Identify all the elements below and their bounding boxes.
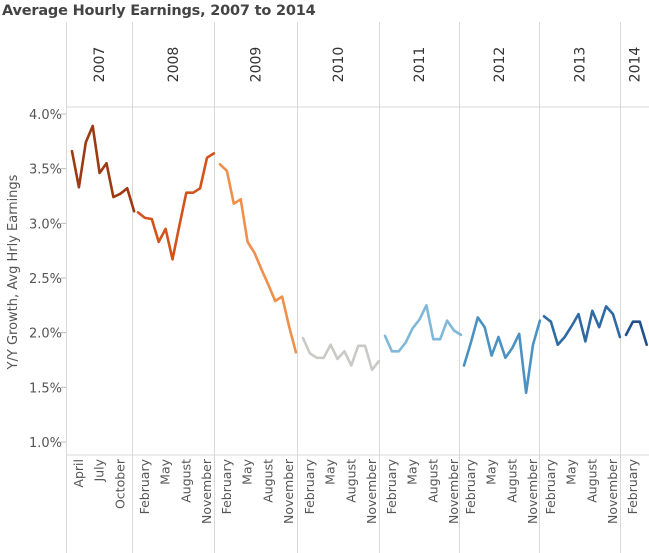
x-tick-label: February [463, 458, 478, 514]
x-tick-label: July [92, 458, 107, 482]
year-header-2014: 2014 [628, 47, 644, 83]
chart-title: Average Hourly Earnings, 2007 to 2014 [2, 3, 316, 19]
panel-borders [66, 22, 649, 553]
year-headers: 2007 2008 2009 2010 2011 2012 2013 2014 [92, 47, 644, 83]
y-tick-label: 2.5% [29, 272, 62, 287]
x-tick-label: August [504, 459, 519, 503]
series-line-2007 [70, 124, 136, 213]
x-tick-label: November [525, 458, 540, 524]
x-tick-label: February [219, 458, 234, 514]
x-tick-label: April [71, 459, 86, 488]
x-tick-label: February [543, 458, 558, 514]
series-line-2010 [301, 336, 381, 372]
x-tick-label: October [112, 458, 127, 509]
series-line-2014 [624, 320, 649, 347]
x-tick-label: November [446, 458, 461, 524]
y-tick-label: 3.5% [29, 163, 62, 178]
x-tick-label: August [425, 459, 440, 503]
x-tick-label: August [584, 459, 599, 503]
x-tick-label: February [137, 458, 152, 514]
series-line-2011 [383, 303, 463, 353]
y-tick-label: 4.0% [29, 108, 62, 123]
year-header-2007: 2007 [92, 47, 108, 83]
series-line-2012 [462, 316, 542, 395]
y-tick-label: 3.0% [29, 217, 62, 232]
x-tick-label: August [260, 459, 275, 503]
x-tick-label: May [323, 458, 338, 484]
x-tick-label: May [564, 458, 579, 484]
year-header-2010: 2010 [331, 47, 347, 83]
x-tick-label: November [605, 458, 620, 524]
year-header-2008: 2008 [166, 47, 182, 83]
x-tick-label: February [625, 458, 640, 514]
series-line-2013 [542, 305, 622, 347]
series-lines [70, 124, 649, 395]
x-tick-label: November [199, 458, 214, 524]
x-tick-label: May [405, 458, 420, 484]
x-tick-label: November [281, 458, 296, 524]
x-axis: April July October February May August Novembe… [71, 458, 640, 524]
year-header-2013: 2013 [573, 47, 589, 83]
series-line-2008 [136, 152, 216, 261]
x-tick-label: May [240, 458, 255, 484]
x-tick-label: May [158, 458, 173, 484]
x-tick-label: May [484, 458, 499, 484]
y-tick-label: 2.0% [29, 327, 62, 342]
y-axis-title: Y/Y Growth, Avg Hrly Earnings [6, 174, 21, 370]
series-line-2009 [218, 163, 298, 354]
y-tick-label: 1.0% [29, 436, 62, 451]
year-header-2011: 2011 [412, 47, 428, 83]
x-tick-label: February [384, 458, 399, 514]
x-tick-label: August [343, 459, 358, 503]
y-tick-label: 1.5% [29, 381, 62, 396]
x-tick-label: November [364, 458, 379, 524]
x-tick-label: February [302, 458, 317, 514]
y-axis: 4.0% 3.5% 3.0% 2.5% 2.0% 1.5% 1.0% [29, 108, 66, 451]
year-header-2009: 2009 [249, 47, 265, 83]
year-header-2012: 2012 [492, 47, 508, 83]
x-tick-label: August [178, 459, 193, 503]
